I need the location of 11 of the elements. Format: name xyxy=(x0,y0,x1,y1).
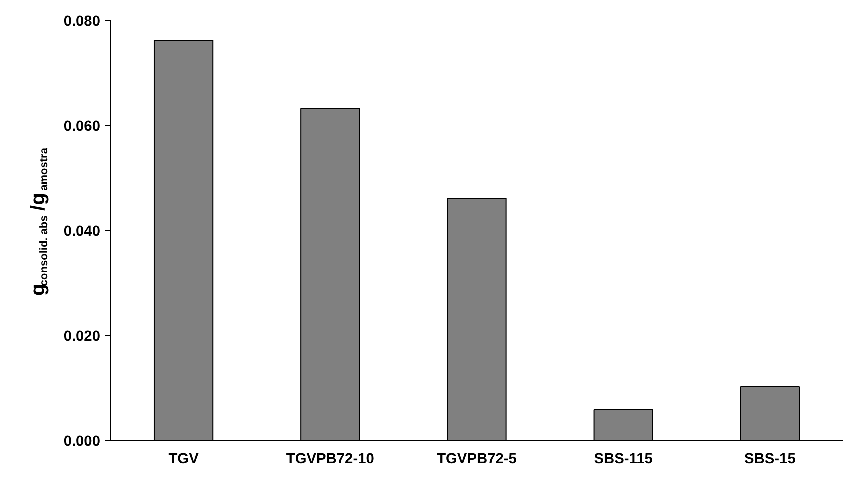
x-tick-label: SBS-15 xyxy=(744,452,796,468)
y-tick-label: 0.080 xyxy=(64,14,101,30)
x-tick-label: SBS-115 xyxy=(594,452,653,468)
y-tick-label: 0.000 xyxy=(64,434,101,450)
x-tick-label: TGVPB72-5 xyxy=(437,452,517,468)
x-tick-label: TGVPB72-10 xyxy=(286,452,374,468)
y-tick-label: 0.060 xyxy=(64,119,101,135)
x-tick-label: TGV xyxy=(168,452,200,468)
y-axis-title: gconsolid. abs/gamostra xyxy=(28,147,50,296)
y-tick-label: 0.020 xyxy=(64,329,101,345)
y-tick-label: 0.040 xyxy=(64,224,101,240)
